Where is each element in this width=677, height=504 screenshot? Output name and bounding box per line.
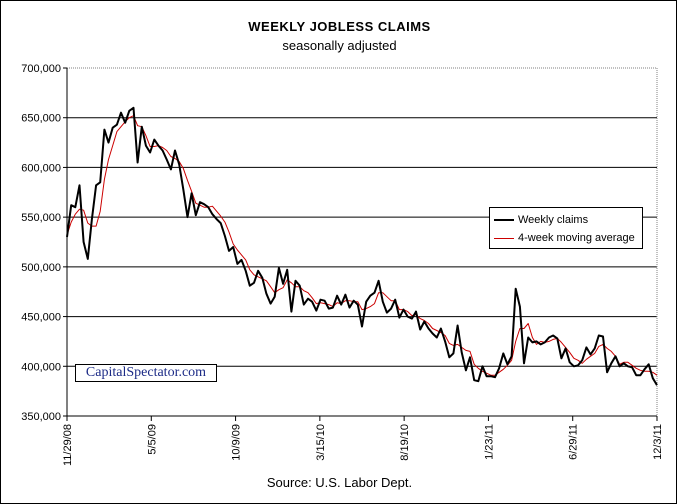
y-tick-label: 700,000 [21, 63, 61, 75]
legend-entry-weekly: Weekly claims [494, 213, 588, 227]
legend-label-weekly: Weekly claims [518, 214, 589, 226]
x-tick-label: 10/9/09 [231, 424, 243, 461]
x-tick-label: 8/19/10 [399, 424, 411, 461]
y-tick-label: 400,000 [21, 361, 61, 373]
legend-swatch-average [494, 237, 514, 239]
x-tick-label: 11/29/08 [62, 424, 74, 466]
y-tick-label: 600,000 [21, 162, 61, 174]
x-tick-label: 1/23/11 [483, 424, 495, 460]
x-tick-label: 6/29/11 [568, 424, 580, 460]
x-axis-ticks: 11/29/08 5/5/09 10/9/09 3/15/10 8/19/10 1/23/… [62, 416, 664, 466]
x-tick-label: 12/3/11 [652, 424, 664, 460]
series-4-week-average [66, 115, 658, 376]
watermark: CapitalSpectator.com [75, 364, 217, 382]
chart-subtitle: seasonally adjusted [282, 38, 397, 53]
series-lines [66, 106, 658, 386]
y-tick-label: 450,000 [21, 312, 61, 324]
y-tick-label: 650,000 [21, 113, 61, 125]
legend-swatch-weekly [494, 219, 514, 221]
x-tick-label: 3/15/10 [315, 424, 327, 461]
y-tick-label: 500,000 [21, 262, 61, 274]
y-axis-ticks: 350,000 400,000 450,000 500,000 550,000 600,0… [21, 63, 657, 423]
legend-label-average: 4-week moving average [518, 232, 635, 244]
source-note: Source: U.S. Labor Dept. [266, 475, 413, 490]
gridlines [67, 117, 657, 367]
y-tick-label: 350,000 [21, 411, 61, 423]
legend: Weekly claims 4-week moving average [489, 207, 643, 249]
chart-title: WEEKLY JOBLESS CLAIMS [248, 19, 431, 34]
y-tick-label: 550,000 [21, 212, 61, 224]
x-tick-label: 5/5/09 [146, 424, 158, 455]
legend-entry-average: 4-week moving average [494, 231, 635, 245]
series-weekly-claims [66, 106, 658, 386]
